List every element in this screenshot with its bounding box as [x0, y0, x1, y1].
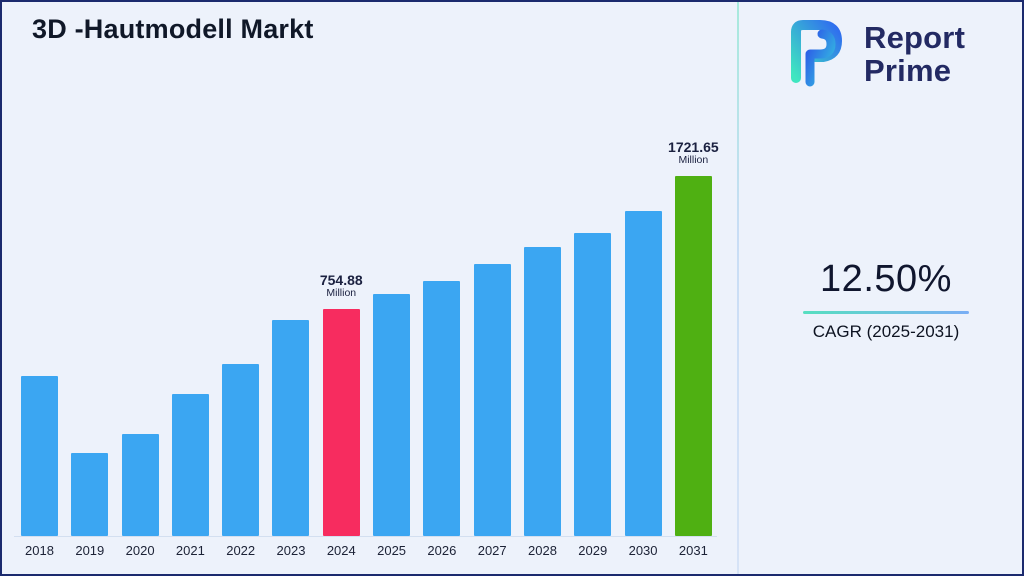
- bar-chart: 2018 2019 2020 2021 2022 2023 2024 754.88 Millio…: [21, 139, 719, 558]
- page-title: 3D -Hautmodell Markt: [32, 14, 314, 44]
- value-label-2024: 754.88 Million: [286, 272, 396, 300]
- value-label-2031: 1721.65 Million: [638, 139, 748, 167]
- x-tick-2024: 2024: [326, 543, 356, 558]
- bar-2028: 2028: [523, 247, 561, 558]
- x-tick-2020: 2020: [125, 543, 155, 558]
- report-prime-logo-icon: [774, 12, 854, 97]
- bar-2025: 2025: [373, 294, 411, 558]
- cagr-label: CAGR (2025-2031): [812, 322, 960, 341]
- x-axis-line: [14, 536, 717, 537]
- value-label-number-2024: 754.88: [319, 272, 363, 288]
- x-tick-2031: 2031: [678, 543, 708, 558]
- report-prime-logo-text: Report Prime: [864, 19, 966, 88]
- vertical-divider: [737, 2, 739, 574]
- x-tick-2030: 2030: [628, 543, 658, 558]
- bar-2031: 2031 1721.65 Million: [668, 139, 719, 558]
- bar-2024: 2024 754.88 Million: [320, 272, 363, 558]
- x-tick-2027: 2027: [477, 543, 507, 558]
- bar-2018: 2018: [21, 376, 58, 558]
- bar-2020: 2020: [121, 434, 159, 558]
- cagr-underline: [803, 311, 969, 314]
- bar-2019: 2019: [71, 453, 109, 558]
- cagr-panel: 12.50% CAGR (2025-2031): [802, 258, 970, 342]
- x-tick-2021: 2021: [175, 543, 205, 558]
- bar-2021: 2021: [171, 394, 209, 558]
- x-tick-2028: 2028: [528, 543, 557, 558]
- bar-2023: 2023: [272, 320, 310, 558]
- value-label-unit-2024: Million: [326, 287, 357, 300]
- x-tick-2029: 2029: [578, 543, 608, 558]
- logo-line-prime: Prime: [864, 52, 952, 88]
- x-tick-2025: 2025: [377, 543, 407, 558]
- bar-2027: 2027: [473, 264, 511, 558]
- x-tick-2022: 2022: [226, 543, 256, 558]
- value-label-unit-2031: Million: [678, 154, 709, 167]
- x-tick-2018: 2018: [25, 543, 54, 558]
- logo-line-report: Report: [864, 19, 966, 55]
- report-prime-logo: Report Prime: [774, 12, 965, 97]
- x-tick-2026: 2026: [427, 543, 457, 558]
- bar-2026: 2026: [423, 281, 461, 558]
- value-label-number-2031: 1721.65: [668, 139, 719, 155]
- cagr-value: 12.50%: [820, 258, 952, 300]
- x-tick-2023: 2023: [276, 543, 306, 558]
- bar-2022: 2022: [222, 364, 260, 558]
- bar-2030: 2030: [624, 211, 662, 558]
- x-tick-2019: 2019: [75, 543, 105, 558]
- bar-2029: 2029: [574, 233, 612, 558]
